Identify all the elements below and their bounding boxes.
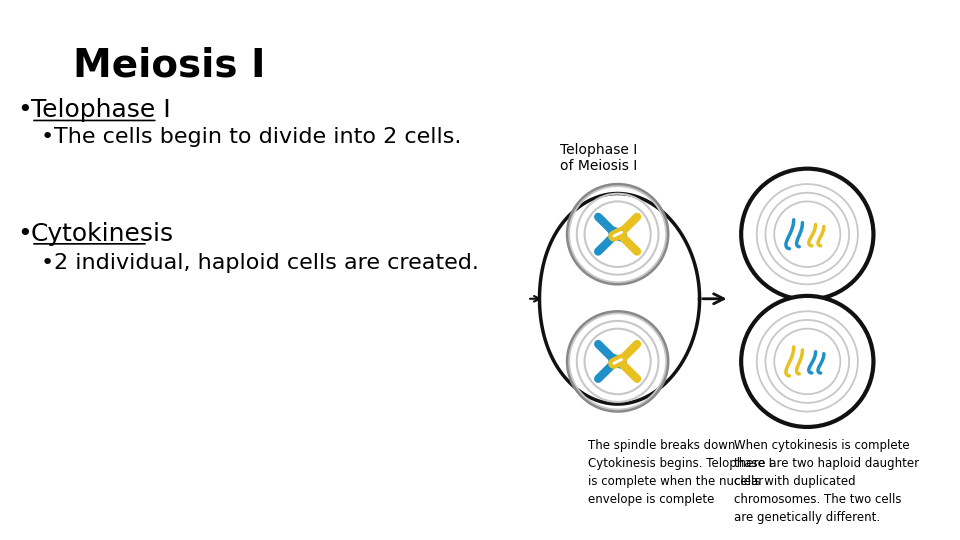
Text: •: • bbox=[17, 222, 33, 246]
Text: Cytokinesis: Cytokinesis bbox=[31, 222, 175, 246]
Polygon shape bbox=[540, 193, 700, 404]
Text: •: • bbox=[41, 253, 54, 273]
Circle shape bbox=[741, 296, 874, 427]
Text: Telophase I
of Meiosis I: Telophase I of Meiosis I bbox=[560, 143, 636, 173]
Text: 2 individual, haploid cells are created.: 2 individual, haploid cells are created. bbox=[55, 253, 479, 273]
Text: •: • bbox=[17, 98, 33, 122]
Text: The spindle breaks down.
Cytokinesis begins. Telophase I
is complete when the nu: The spindle breaks down. Cytokinesis beg… bbox=[588, 438, 773, 505]
Text: The cells begin to divide into 2 cells.: The cells begin to divide into 2 cells. bbox=[55, 127, 462, 147]
Text: Telophase I: Telophase I bbox=[31, 98, 171, 122]
Text: Meiosis I: Meiosis I bbox=[73, 46, 266, 84]
Text: When cytokinesis is complete
there are two haploid daughter
cells with duplicate: When cytokinesis is complete there are t… bbox=[734, 438, 920, 523]
Text: •: • bbox=[41, 127, 54, 147]
Circle shape bbox=[741, 168, 874, 300]
